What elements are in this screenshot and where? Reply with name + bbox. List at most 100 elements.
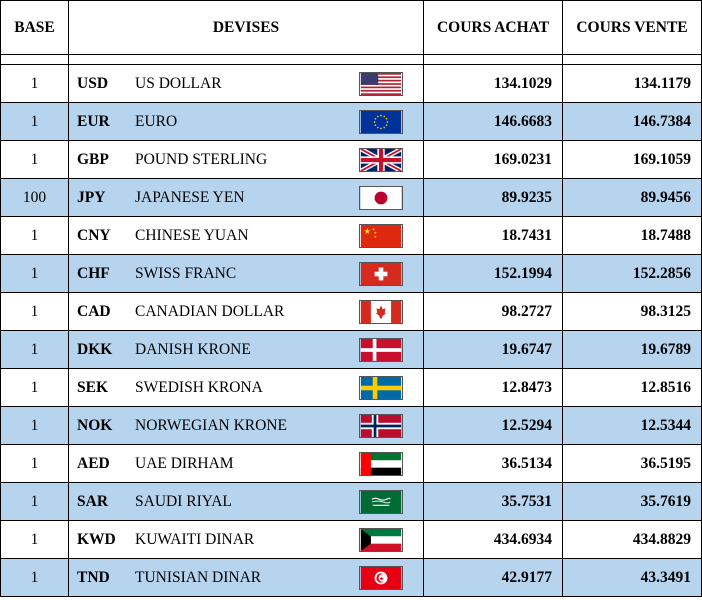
header-base: BASE [0,0,69,55]
currency-cell: NOK NORWEGIAN KRONE [68,406,424,445]
canada-flag-icon [359,299,403,324]
currency-name: CHINESE YUAN [135,226,249,244]
currency-name: EURO [135,112,178,130]
buy-rate-cell: 19.6747 [423,330,563,369]
buy-rate-cell: 169.0231 [423,140,563,179]
currency-name: DANISH KRONE [135,340,251,358]
svg-text:★: ★ [379,576,384,582]
table-row: 1 EUR EURO 146.6683 146.7384 [0,102,702,141]
currency-cell: SAR SAUDI RIYAL [68,482,424,521]
table-row: 1 TND TUNISIAN DINAR ★ 42.9177 43.3491 [0,558,702,597]
currency-cell: GBP POUND STERLING [68,140,424,179]
base-cell: 100 [0,178,69,217]
currency-code: EUR [77,112,110,130]
currency-code: DKK [77,340,113,358]
currency-cell: KWD KUWAITI DINAR [68,520,424,559]
header-devises: DEVISES [68,0,424,55]
table-row: 1 AED UAE DIRHAM 36.5134 36.5195 [0,444,702,483]
currency-code: USD [77,74,109,92]
currency-code: CHF [77,264,110,282]
currency-code: SAR [77,492,109,510]
currency-cell: SEK SWEDISH KRONA [68,368,424,407]
buy-rate-cell: 42.9177 [423,558,563,597]
sell-rate-cell: 146.7384 [562,102,702,141]
currency-code: GBP [77,150,109,168]
currency-cell: JPY JAPANESE YEN [68,178,424,217]
table-row: 1 CAD CANADIAN DOLLAR 98.2727 98.3125 [0,292,702,331]
base-cell: 1 [0,330,69,369]
currency-cell: AED UAE DIRHAM [68,444,424,483]
base-cell: 1 [0,64,69,103]
sell-rate-cell: 36.5195 [562,444,702,483]
sell-rate-cell: 35.7619 [562,482,702,521]
currency-name: SWISS FRANC [135,264,237,282]
buy-rate-cell: 152.1994 [423,254,563,293]
sell-rate-cell: 43.3491 [562,558,702,597]
currency-code: CAD [77,302,111,320]
table-row: 1 GBP POUND STERLING 169.0231 169.1059 [0,140,702,179]
saudi-flag-icon [359,489,403,514]
sell-rate-cell: 89.9456 [562,178,702,217]
currency-name: SWEDISH KRONA [135,378,263,396]
norway-flag-icon [359,413,403,438]
currency-cell: CAD CANADIAN DOLLAR [68,292,424,331]
denmark-flag-icon [359,337,403,362]
currency-code: TND [77,568,110,586]
sell-rate-cell: 434.8829 [562,520,702,559]
currency-cell: USD US DOLLAR [68,64,424,103]
currency-name: KUWAITI DINAR [135,530,255,548]
base-cell: 1 [0,292,69,331]
currency-name: SAUDI RIYAL [135,492,232,510]
svg-text:★: ★ [372,227,376,231]
buy-rate-cell: 89.9235 [423,178,563,217]
table-row: 1 SEK SWEDISH KRONA 12.8473 12.8516 [0,368,702,407]
us-flag-icon [359,71,403,96]
table-row: 1 CNY CHINESE YUAN ★ ★ ★ ★ 18.7431 18.7488 [0,216,702,255]
base-cell: 1 [0,482,69,521]
currency-name: UAE DIRHAM [135,454,234,472]
sell-rate-cell: 12.8516 [562,368,702,407]
table-row: 1 KWD KUWAITI DINAR 434.6934 434.8829 [0,520,702,559]
sell-rate-cell: 18.7488 [562,216,702,255]
buy-rate-cell: 36.5134 [423,444,563,483]
table-row: 1 NOK NORWEGIAN KRONE 12.5294 12.5344 [0,406,702,445]
buy-rate-cell: 146.6683 [423,102,563,141]
base-cell: 1 [0,520,69,559]
base-cell: 1 [0,368,69,407]
svg-text:★: ★ [374,231,378,235]
base-cell: 1 [0,406,69,445]
table-row: 1 USD US DOLLAR 134.1029 134.1179 [0,64,702,103]
currency-cell: DKK DANISH KRONE [68,330,424,369]
currency-name: US DOLLAR [135,74,222,92]
sell-rate-cell: 12.5344 [562,406,702,445]
sell-rate-cell: 169.1059 [562,140,702,179]
tunisia-flag-icon: ★ [359,565,403,590]
base-cell: 1 [0,444,69,483]
table-row: 100 JPY JAPANESE YEN 89.9235 89.9456 [0,178,702,217]
currency-name: POUND STERLING [135,150,268,168]
base-cell: 1 [0,216,69,255]
table-row: 1 DKK DANISH KRONE 19.6747 19.6789 [0,330,702,369]
buy-rate-cell: 434.6934 [423,520,563,559]
uk-flag-icon [359,147,403,172]
currency-name: NORWEGIAN KRONE [135,416,287,434]
japan-flag-icon [359,185,403,210]
header-cours-achat: COURS ACHAT [423,0,563,55]
sell-rate-cell: 19.6789 [562,330,702,369]
currency-cell: CNY CHINESE YUAN ★ ★ ★ ★ [68,216,424,255]
base-cell: 1 [0,254,69,293]
buy-rate-cell: 12.5294 [423,406,563,445]
uae-flag-icon [359,451,403,476]
currency-name: CANADIAN DOLLAR [135,302,285,320]
base-cell: 1 [0,140,69,179]
sweden-flag-icon [359,375,403,400]
buy-rate-cell: 12.8473 [423,368,563,407]
sell-rate-cell: 152.2856 [562,254,702,293]
currency-code: CNY [77,226,111,244]
currency-cell: CHF SWISS FRANC [68,254,424,293]
currency-code: NOK [77,416,113,434]
svg-text:★: ★ [374,234,378,238]
buy-rate-cell: 134.1029 [423,64,563,103]
svg-text:★: ★ [364,226,371,236]
